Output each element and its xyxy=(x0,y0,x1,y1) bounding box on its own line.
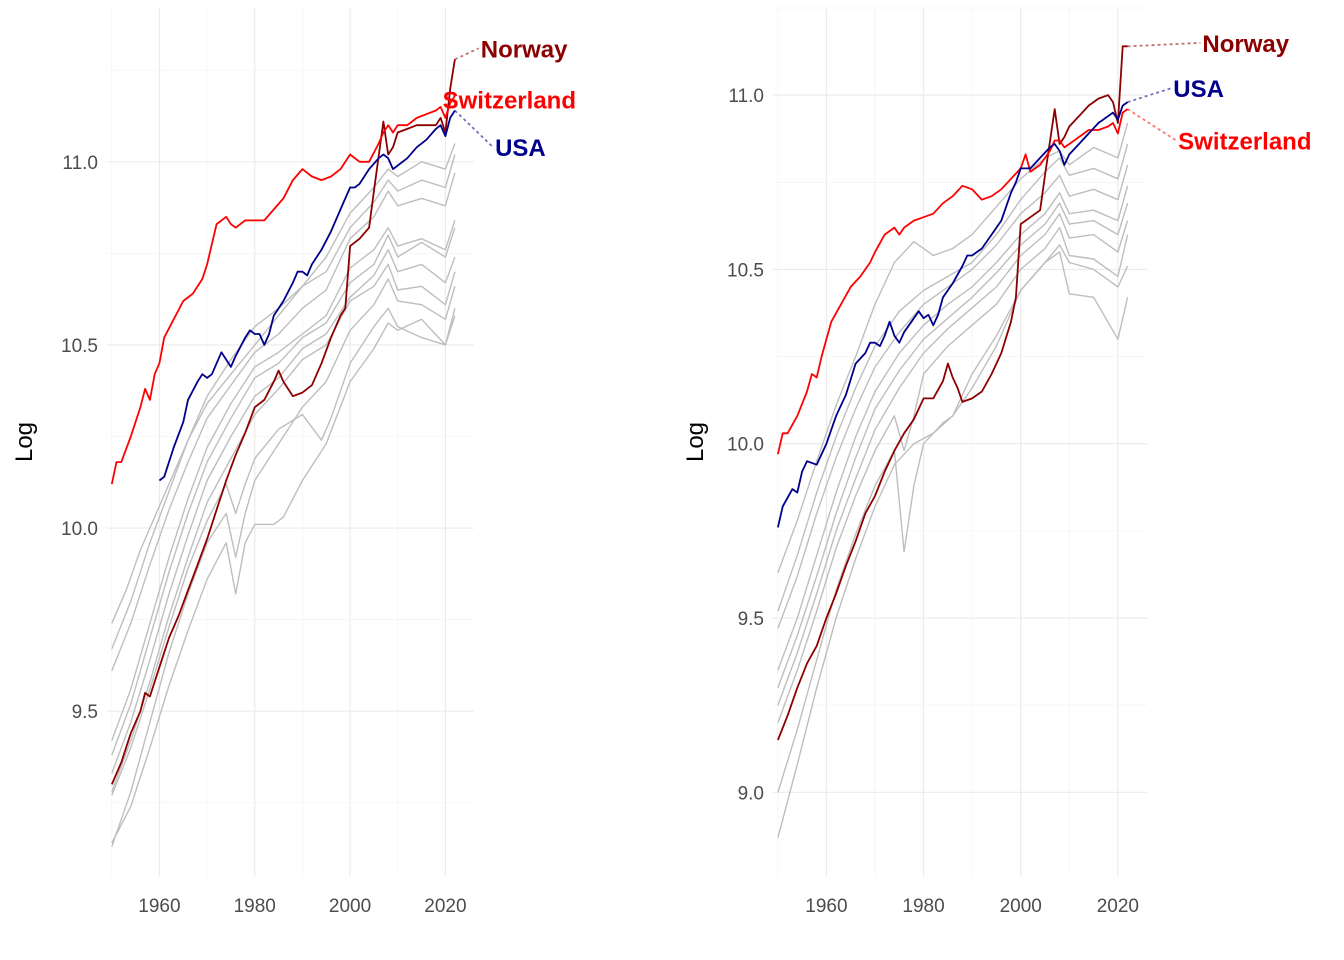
x-tick-label: 1960 xyxy=(805,896,847,917)
series-line-other-4 xyxy=(111,220,456,741)
series-line-other-2 xyxy=(111,154,456,650)
series-line-switzerland xyxy=(777,108,1129,455)
x-tick-label: 2000 xyxy=(329,896,371,917)
series-line-other-7 xyxy=(777,226,1129,723)
label-connector-norway xyxy=(1127,41,1201,48)
series-line-other-1 xyxy=(777,122,1129,573)
series-line-other-10 xyxy=(111,315,456,844)
label-connector-norway xyxy=(454,47,480,61)
label-connector-switzerland xyxy=(1127,108,1177,142)
y-axis-title: Log xyxy=(682,422,709,462)
chart-panel-right: 1960 1980 2000 2020 9.0 9.5 10.0 10.5 11.0 Log Nor… xyxy=(682,7,1312,917)
series-line-usa xyxy=(158,110,456,482)
x-tick-label: 2020 xyxy=(1097,896,1139,917)
x-tick-label: 2000 xyxy=(1000,896,1042,917)
series-label-usa: USA xyxy=(495,135,546,162)
series-line-norway xyxy=(777,45,1128,741)
series-line-other-8 xyxy=(777,244,1129,793)
y-tick-label: 9.5 xyxy=(72,702,98,723)
y-tick-label: 11.0 xyxy=(728,86,764,107)
y-tick-label: 10.0 xyxy=(61,519,98,540)
series-line-usa xyxy=(777,101,1129,528)
series-line-other-7 xyxy=(111,263,456,793)
series-label-norway: Norway xyxy=(481,36,568,63)
x-tick-label: 1960 xyxy=(138,896,180,917)
series-line-other-3 xyxy=(777,164,1129,629)
y-tick-label: 9.5 xyxy=(738,609,764,630)
series-line-other-1 xyxy=(111,143,456,624)
series-line-switzerland xyxy=(110,95,456,485)
series-label-usa: USA xyxy=(1173,76,1224,103)
series-label-norway: Norway xyxy=(1202,31,1289,58)
y-tick-label: 9.0 xyxy=(738,783,764,804)
x-tick-label: 2020 xyxy=(424,896,466,917)
series-line-other-5 xyxy=(777,202,1129,689)
series-line-other-8 xyxy=(111,278,456,847)
gridlines xyxy=(773,7,1147,876)
series-line-norway xyxy=(110,59,456,785)
series-label-switzerland: Switzerland xyxy=(443,88,576,115)
series-line-other-5 xyxy=(111,227,456,756)
x-tick-label: 1980 xyxy=(234,896,276,917)
series-line-other-9 xyxy=(111,307,456,796)
series-line-other-9 xyxy=(777,251,1129,838)
label-connector-usa xyxy=(454,109,494,148)
y-tick-label: 10.5 xyxy=(61,336,98,357)
series-label-switzerland: Switzerland xyxy=(1178,128,1311,155)
chart-panel-left: 1960 1980 2000 2020 9.5 10.0 10.5 11.0 Log Norway… xyxy=(11,8,576,917)
y-tick-label: 10.0 xyxy=(727,435,764,456)
series-line-other-6 xyxy=(777,213,1129,706)
y-tick-label: 10.5 xyxy=(727,260,764,281)
series-line-other-6 xyxy=(111,249,456,774)
series-line-other-4 xyxy=(777,185,1129,671)
y-axis-title: Log xyxy=(11,422,38,462)
y-tick-label: 11.0 xyxy=(62,153,98,174)
label-connector-usa xyxy=(1127,87,1172,103)
x-tick-label: 1980 xyxy=(902,896,944,917)
gridlines xyxy=(107,8,474,876)
series-line-other-3 xyxy=(111,172,456,672)
